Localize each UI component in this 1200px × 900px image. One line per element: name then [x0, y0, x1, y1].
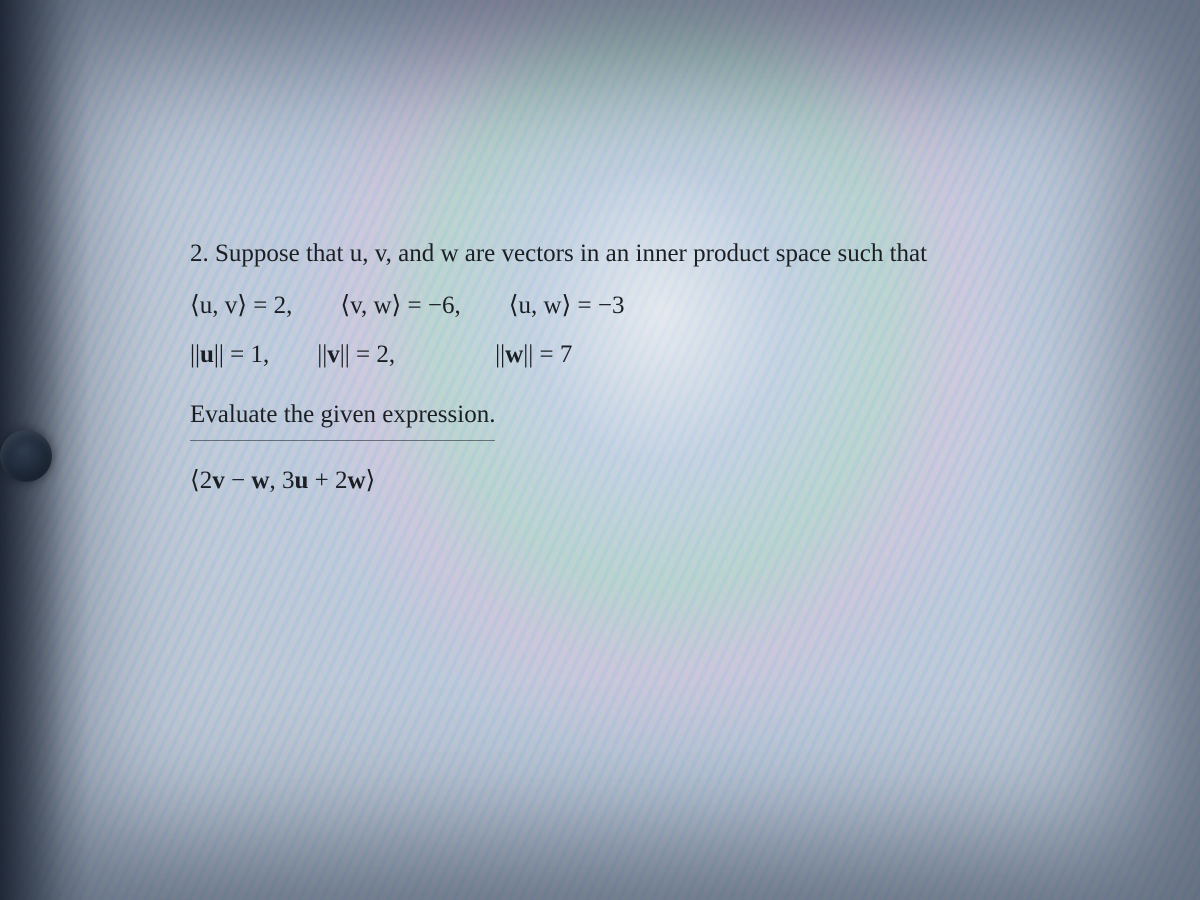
given-norms-row: ||u|| = 1, ||v|| = 2, ||w|| = 7: [190, 331, 1080, 379]
problem-prompt-text: Suppose that u, v, and w are vectors in …: [215, 240, 927, 267]
problem-block: 2. Suppose that u, v, and w are vectors …: [190, 230, 1080, 505]
given-uw: ⟨u, w⟩ = −3: [509, 282, 625, 330]
instruction-line: Evaluate the given expression.: [190, 381, 1080, 452]
given-norm-w: ||w|| = 7: [495, 331, 572, 379]
given-vw: ⟨v, w⟩ = −6,: [340, 282, 460, 330]
problem-number: 2.: [190, 240, 209, 267]
expression-line: ⟨2v − w, 3u + 2w⟩: [190, 457, 1080, 505]
given-inner-products-row: ⟨u, v⟩ = 2, ⟨v, w⟩ = −6, ⟨u, w⟩ = −3: [190, 282, 1080, 330]
camera-reflection-dot: [0, 430, 52, 482]
instruction-text: Evaluate the given expression.: [190, 391, 495, 442]
photo-of-screen: 2. Suppose that u, v, and w are vectors …: [0, 0, 1200, 900]
problem-prompt: 2. Suppose that u, v, and w are vectors …: [190, 230, 1080, 278]
given-norm-u: ||u|| = 1,: [190, 331, 269, 379]
given-uv: ⟨u, v⟩ = 2,: [190, 282, 292, 330]
given-norm-v: ||v|| = 2,: [317, 331, 395, 379]
expression-to-evaluate: ⟨2v − w, 3u + 2w⟩: [190, 467, 375, 494]
